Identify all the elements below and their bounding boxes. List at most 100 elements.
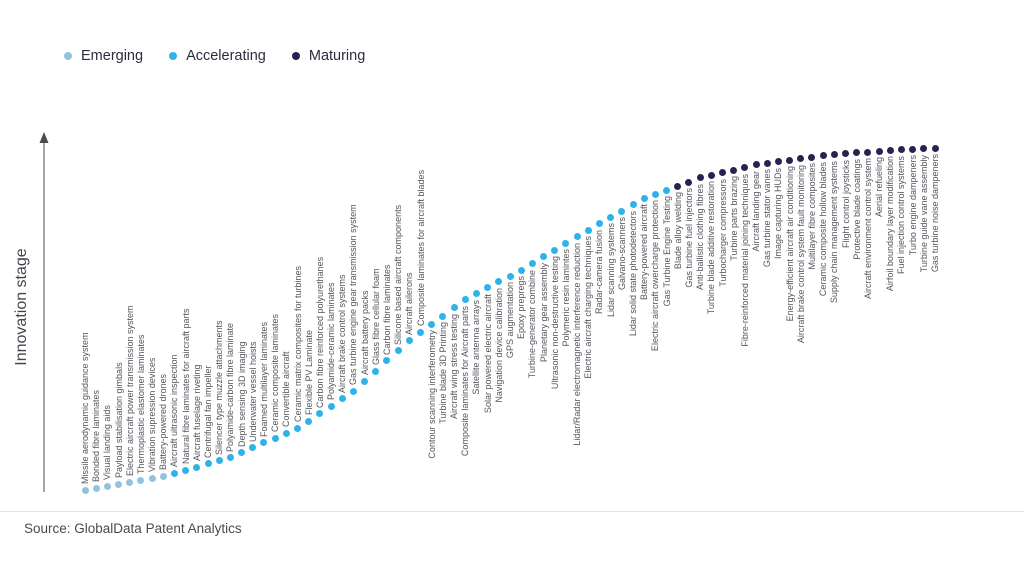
data-point-label: Foamed multilayer laminates xyxy=(258,321,269,437)
data-point xyxy=(92,484,100,492)
data-point xyxy=(137,476,145,484)
data-point xyxy=(808,153,816,161)
data-point-label: Fuel injection control systems xyxy=(896,155,907,274)
data-point-label: Aircraft ultrasonic inspection xyxy=(169,354,180,468)
data-point xyxy=(450,304,458,312)
data-point-label: Multilayer fibre composites xyxy=(806,163,817,270)
data-point-label: Radar-camera fusion xyxy=(594,229,605,314)
data-point xyxy=(271,434,279,442)
data-point-label: Turbine blade additive restoration xyxy=(706,181,717,315)
data-point xyxy=(461,296,469,304)
data-point-label: Electric aircraft owercharge protection xyxy=(650,200,661,352)
data-point-label: Missile aerodynamic guidance system xyxy=(80,332,90,484)
legend-swatch-icon xyxy=(169,52,178,60)
data-point-label: Flexible PV Laminate xyxy=(303,330,314,416)
data-point-label: Convertible aircraft xyxy=(281,351,292,428)
data-point-label: Carbon fibre reinforced polyurethanes xyxy=(314,256,325,408)
data-point-label: Aircraft brake control system fault moni… xyxy=(795,164,806,343)
data-point xyxy=(126,478,134,486)
data-point xyxy=(707,171,715,179)
data-point-label: Lidar/Radar electromagnetic interference… xyxy=(572,242,583,446)
footer-divider xyxy=(0,511,1024,512)
data-point xyxy=(752,161,760,169)
data-point-label: Ceramic composite hollow blades xyxy=(818,161,829,296)
data-point xyxy=(405,337,413,345)
legend: Emerging Accelerating Maturing xyxy=(64,48,365,64)
data-point-label: GPS augmentation xyxy=(505,282,515,359)
data-point-label: Planetary gear assembly xyxy=(538,262,549,362)
data-point-label: Anti-ballistic clothing fibres xyxy=(695,183,706,291)
data-point xyxy=(663,186,671,194)
data-point-label: Battery-powered drones xyxy=(158,374,169,471)
data-point xyxy=(316,410,324,418)
data-point-label: Image capturing HUDs xyxy=(773,167,784,259)
data-point-label: Aircraft fuselage riveting xyxy=(191,364,202,461)
data-point-label: Composite laminates for Aircraft parts xyxy=(460,305,471,456)
data-point-label: Energy-efficient aircraft air conditioni… xyxy=(784,166,795,322)
data-point xyxy=(294,424,301,432)
data-point xyxy=(115,480,123,488)
data-point xyxy=(170,469,178,477)
data-point-label: Aircraft ailerons xyxy=(404,272,415,335)
data-point xyxy=(763,159,771,167)
data-point-label: Depth sensing 3D imaging xyxy=(236,341,247,447)
data-point-label: Airfoil boundary layer modification xyxy=(885,156,896,292)
data-point xyxy=(741,164,749,172)
data-point xyxy=(864,148,872,156)
data-point xyxy=(719,169,726,177)
data-point-label: Aircraft brake control systems xyxy=(337,274,348,393)
data-point xyxy=(897,146,905,154)
data-point-label: Thermoplastic elastomer laminates xyxy=(135,334,146,475)
data-point xyxy=(182,466,190,474)
data-point-label: Payload stabilisation gimbals xyxy=(113,362,124,479)
data-point xyxy=(428,320,436,328)
data-point-label: Carbon fibre laminates xyxy=(381,264,392,355)
data-point-label: Navigation device calibration xyxy=(493,287,504,403)
data-point xyxy=(573,233,581,241)
data-point xyxy=(193,463,201,471)
data-point xyxy=(774,158,782,166)
data-point xyxy=(931,144,939,152)
data-point xyxy=(629,201,637,209)
data-point xyxy=(853,149,861,157)
data-point-label: Polyamide-ceramic laminates xyxy=(326,282,337,401)
data-point-label: Ceramic composite laminates xyxy=(270,313,281,432)
data-point xyxy=(417,328,425,336)
data-point-label: Centrifugal fan impeller xyxy=(203,365,214,458)
data-point-label: Solar powered electric aircraft xyxy=(482,293,493,413)
data-point xyxy=(103,482,111,490)
data-point-label: Satellite antenna arrays xyxy=(471,299,482,395)
data-point xyxy=(786,156,794,164)
source-attribution: Source: GlobalData Patent Analytics xyxy=(24,521,242,536)
data-point xyxy=(439,312,447,320)
data-point xyxy=(349,387,357,395)
data-point-label: Galvano-scanners xyxy=(616,217,627,291)
data-point-label: Lidar solid state photodetectors xyxy=(628,210,639,336)
data-point xyxy=(875,147,883,155)
data-point-label: Electric aircraft power transmission sys… xyxy=(124,305,135,477)
data-point xyxy=(685,178,693,186)
legend-label: Maturing xyxy=(308,48,366,64)
data-point-label: Glass fibre cellular foam xyxy=(370,268,381,366)
data-point xyxy=(886,146,894,154)
data-point xyxy=(260,439,268,447)
data-point xyxy=(361,377,369,385)
data-point-label: Lidar scanning systems xyxy=(605,223,616,318)
data-point-label: Aircraft wing stress testing xyxy=(449,313,460,419)
data-point xyxy=(842,150,850,158)
data-point xyxy=(472,290,480,298)
data-point xyxy=(584,226,592,234)
data-point xyxy=(517,266,525,274)
data-point-label: Gas turbine noise dampeners xyxy=(930,154,940,273)
data-point xyxy=(81,486,89,494)
data-point xyxy=(506,272,514,280)
data-point xyxy=(495,278,503,286)
data-point xyxy=(159,472,167,480)
data-point xyxy=(204,460,212,468)
data-point xyxy=(226,454,234,462)
data-point-label: Epoxy prepregs xyxy=(516,276,527,340)
legend-swatch-icon xyxy=(291,52,300,60)
data-point-label: Turbocharger compressors xyxy=(717,178,728,287)
data-point-label: Flight control joysticks xyxy=(840,159,851,248)
